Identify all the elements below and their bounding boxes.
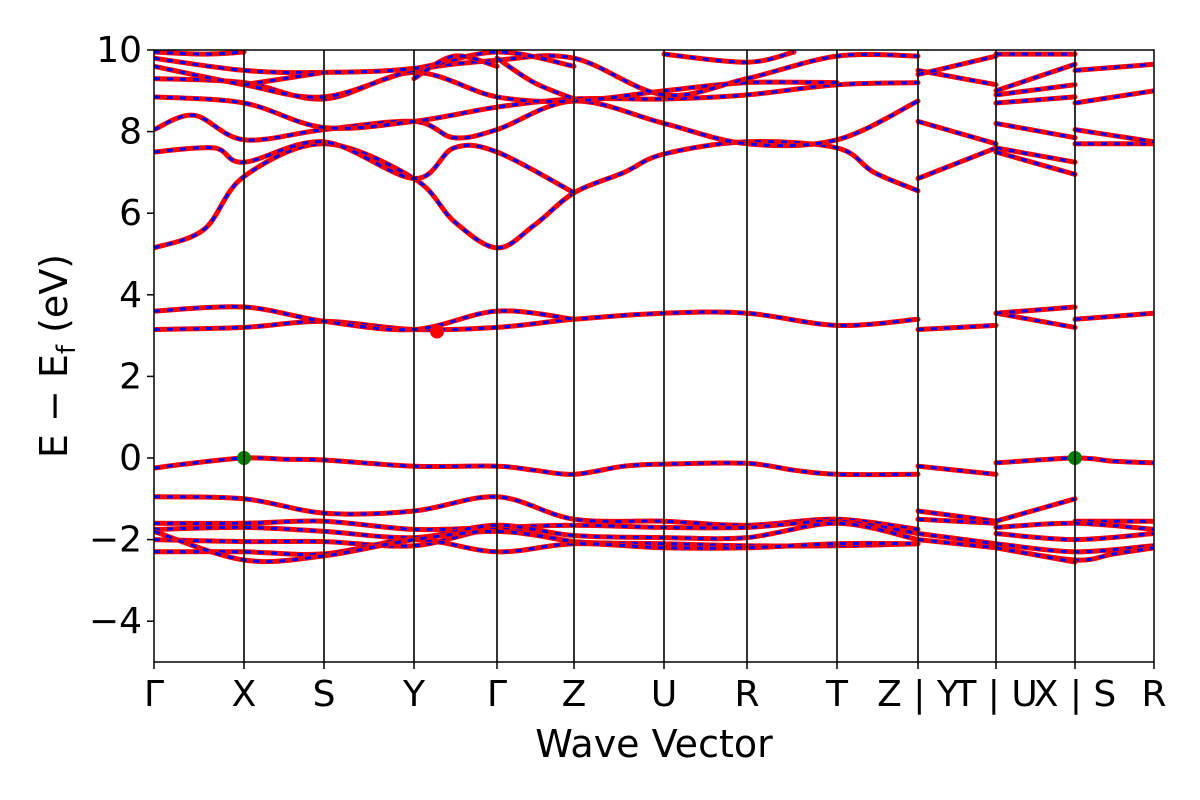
band-line-dashed (917, 146, 997, 180)
band-line-solid (993, 455, 1154, 466)
x-tick-label: T (825, 674, 849, 715)
band-line-dashed (154, 310, 919, 332)
band-line-dashed (917, 509, 997, 523)
x-axis-label: Wave Vector (535, 722, 773, 766)
x-tick-label: Γ (487, 674, 507, 715)
band-line-dashed (154, 527, 919, 548)
x-tick-label: Y (402, 674, 426, 715)
y-tick-label: 4 (119, 275, 142, 316)
x-tick-label: R (1141, 674, 1166, 715)
y-axis-label: E − Ef (eV) (32, 254, 82, 458)
x-tick-label: Z | Y (877, 674, 960, 715)
bands (154, 50, 1154, 565)
y-tick-label: 0 (119, 438, 142, 479)
y-tick-label: 6 (119, 193, 142, 234)
x-axis-ticks: Γ X S Y Γ Z U R T Z | YT | UX | S R (144, 662, 1167, 715)
band-line-dashed (1074, 128, 1154, 144)
x-tick-label: Γ (144, 674, 164, 715)
y-axis-label-main: E − E (32, 354, 76, 458)
y-axis-label-sub: f (52, 344, 82, 354)
band-line-dashed (154, 50, 575, 75)
y-tick-label: 10 (96, 30, 142, 71)
y-tick-label: −2 (89, 520, 142, 561)
band-line-dashed (995, 121, 1076, 140)
plot-frame (153, 49, 1155, 663)
band-line-dashed (154, 529, 575, 564)
band-line-dashed (154, 521, 919, 542)
band-line-dashed (154, 99, 919, 148)
band-line-dashed (154, 50, 245, 56)
y-tick-label: −4 (89, 601, 142, 642)
x-tick-label: X | S (1034, 674, 1117, 715)
band-line-dashed (917, 517, 997, 525)
band-line-dashed (995, 150, 1076, 176)
band-line-dashed (154, 81, 919, 130)
x-tick-label: X (232, 674, 257, 715)
x-tick-label: T | U (953, 674, 1037, 715)
y-tick-label: 8 (119, 112, 142, 153)
band-edge-marker (430, 324, 444, 339)
band-line-dashed (154, 305, 575, 332)
band-line-dashed (1074, 89, 1154, 105)
band-line-dashed (917, 464, 997, 476)
y-axis-label-unit: (eV) (32, 254, 76, 345)
band-line-dashed (413, 54, 498, 80)
band-line-dashed (917, 54, 997, 76)
band-line-dashed (995, 95, 1076, 105)
band-line-dashed (154, 519, 919, 535)
band-line-dashed (154, 538, 919, 556)
band-line-dashed (917, 532, 997, 546)
band-line-dashed (917, 538, 997, 550)
band-line-dashed (1074, 62, 1154, 72)
x-tick-label: Z (562, 674, 587, 715)
band-line-dashed (995, 305, 1076, 315)
band-line-dashed (917, 323, 997, 331)
y-tick-label: 2 (119, 356, 142, 397)
band-line-dashed (995, 146, 1076, 164)
band-line-dashed (917, 119, 997, 146)
high-symmetry-lines (243, 50, 1076, 662)
markers (237, 324, 1082, 465)
y-axis-ticks: −4 −2 0 2 4 6 8 10 (89, 30, 154, 642)
band-line-dashed (995, 83, 1076, 97)
x-tick-label: R (734, 674, 759, 715)
band-line-dashed (995, 497, 1076, 523)
band-line-dashed (243, 70, 325, 87)
band-line-dashed (496, 56, 575, 101)
band-line-solid (154, 139, 577, 196)
band-line-dashed (154, 456, 919, 477)
band-line-dashed (995, 546, 1076, 564)
band-line-dashed (995, 62, 1076, 93)
band-line-dashed (154, 495, 919, 531)
x-tick-label: S (313, 674, 336, 715)
band-line-dashed (154, 140, 919, 250)
band-line-dashed (154, 140, 575, 195)
x-tick-label: U (651, 674, 677, 715)
band-line-dashed (1074, 311, 1154, 321)
